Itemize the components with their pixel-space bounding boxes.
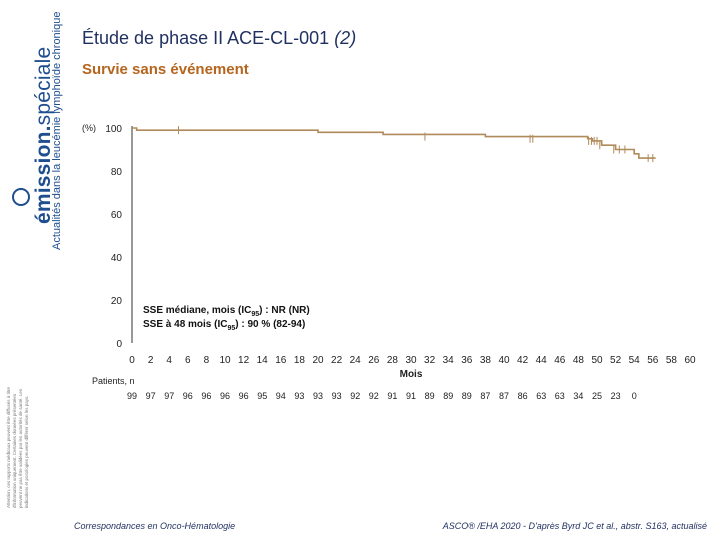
risk-table-value: 96 bbox=[201, 391, 211, 401]
x-tick-label: 46 bbox=[554, 355, 566, 366]
y-tick-label: 80 bbox=[111, 167, 123, 178]
x-tick-label: 42 bbox=[517, 355, 529, 366]
risk-table-value: 93 bbox=[332, 391, 342, 401]
y-tick-label: 0 bbox=[116, 339, 122, 350]
footer-divider bbox=[62, 512, 720, 514]
brand-logo-icon bbox=[12, 188, 30, 206]
risk-table-value: 87 bbox=[480, 391, 490, 401]
risk-table-label: Patients, n bbox=[92, 376, 135, 386]
x-tick-label: 32 bbox=[424, 355, 436, 366]
title-suffix: (2) bbox=[334, 28, 357, 48]
risk-table-value: 95 bbox=[257, 391, 267, 401]
risk-table-value: 96 bbox=[183, 391, 193, 401]
anno-median-tail: ) : NR (NR) bbox=[259, 305, 310, 316]
x-tick-label: 56 bbox=[647, 355, 659, 366]
annotation-median: SSE médiane, mois (IC95) : NR (NR) bbox=[143, 305, 310, 318]
anno-48mo-tail: ) : 90 % (82-94) bbox=[235, 319, 306, 330]
x-tick-label: 60 bbox=[684, 355, 696, 366]
x-axis-label: Mois bbox=[400, 369, 423, 380]
x-tick-label: 58 bbox=[666, 355, 678, 366]
x-tick-label: 2 bbox=[148, 355, 154, 366]
risk-table-value: 99 bbox=[127, 391, 137, 401]
risk-table-value: 23 bbox=[611, 391, 621, 401]
y-tick-label: 40 bbox=[111, 253, 123, 264]
risk-table-value: 92 bbox=[369, 391, 379, 401]
risk-table-value: 96 bbox=[239, 391, 249, 401]
x-tick-label: 20 bbox=[312, 355, 324, 366]
annotation-48mo: SSE à 48 mois (IC95) : 90 % (82-94) bbox=[143, 319, 305, 332]
risk-table-value: 86 bbox=[518, 391, 528, 401]
risk-table-value: 91 bbox=[387, 391, 397, 401]
risk-table-value: 97 bbox=[164, 391, 174, 401]
risk-table-value: 25 bbox=[592, 391, 602, 401]
risk-table-value: 63 bbox=[536, 391, 546, 401]
risk-table-value: 92 bbox=[350, 391, 360, 401]
risk-table-value: 34 bbox=[573, 391, 583, 401]
x-tick-label: 14 bbox=[257, 355, 269, 366]
x-tick-label: 48 bbox=[573, 355, 585, 366]
anno-median-label: SSE médiane, mois (IC bbox=[143, 305, 252, 316]
x-tick-label: 36 bbox=[461, 355, 473, 366]
page-title: Étude de phase II ACE-CL-001 (2) bbox=[82, 28, 356, 49]
anno-median-sub: 95 bbox=[251, 311, 260, 318]
risk-table-value: 93 bbox=[294, 391, 304, 401]
x-tick-label: 10 bbox=[219, 355, 231, 366]
x-tick-label: 0 bbox=[129, 355, 135, 366]
risk-table-value: 89 bbox=[425, 391, 435, 401]
x-tick-label: 38 bbox=[480, 355, 492, 366]
x-tick-label: 28 bbox=[387, 355, 399, 366]
x-tick-label: 44 bbox=[536, 355, 548, 366]
x-tick-label: 26 bbox=[368, 355, 380, 366]
risk-table-value: 93 bbox=[313, 391, 323, 401]
risk-table-value: 91 bbox=[406, 391, 416, 401]
anno-48mo-label: SSE à 48 mois (IC bbox=[143, 319, 228, 330]
anno-48mo-sub: 95 bbox=[227, 325, 236, 332]
x-tick-label: 52 bbox=[610, 355, 622, 366]
y-tick-label: 20 bbox=[111, 296, 123, 307]
risk-table-value: 0 bbox=[632, 391, 637, 401]
x-tick-label: 6 bbox=[185, 355, 191, 366]
x-tick-label: 12 bbox=[238, 355, 250, 366]
page-subtitle: Survie sans événement bbox=[82, 61, 249, 78]
x-tick-label: 18 bbox=[294, 355, 306, 366]
x-tick-label: 24 bbox=[350, 355, 362, 366]
risk-table-value: 63 bbox=[555, 391, 565, 401]
x-tick-label: 34 bbox=[443, 355, 455, 366]
risk-table-value: 89 bbox=[462, 391, 472, 401]
x-tick-label: 54 bbox=[629, 355, 641, 366]
title-main: Étude de phase II ACE-CL-001 bbox=[82, 28, 330, 48]
footer-source: ASCO® /EHA 2020 - D'après Byrd JC et al.… bbox=[442, 521, 707, 531]
x-tick-label: 30 bbox=[405, 355, 417, 366]
y-tick-label: 60 bbox=[111, 210, 123, 221]
x-tick-label: 4 bbox=[166, 355, 172, 366]
x-tick-label: 40 bbox=[498, 355, 510, 366]
x-tick-label: 22 bbox=[331, 355, 343, 366]
x-tick-label: 50 bbox=[591, 355, 603, 366]
series-line-sse bbox=[132, 127, 656, 159]
risk-table-value: 87 bbox=[499, 391, 509, 401]
footer-journal: Correspondances en Onco-Hématologie bbox=[74, 521, 236, 531]
x-tick-label: 8 bbox=[204, 355, 210, 366]
y-tick-label: 100 bbox=[105, 124, 122, 135]
y-axis-unit-label: (%) bbox=[82, 123, 96, 133]
risk-table-value: 96 bbox=[220, 391, 230, 401]
x-tick-label: 16 bbox=[275, 355, 287, 366]
risk-table-value: 89 bbox=[443, 391, 453, 401]
sidebar: émission.spéciale Actualités dans la leu… bbox=[0, 0, 63, 512]
risk-table-value: 94 bbox=[276, 391, 286, 401]
risk-table-value: 97 bbox=[146, 391, 156, 401]
